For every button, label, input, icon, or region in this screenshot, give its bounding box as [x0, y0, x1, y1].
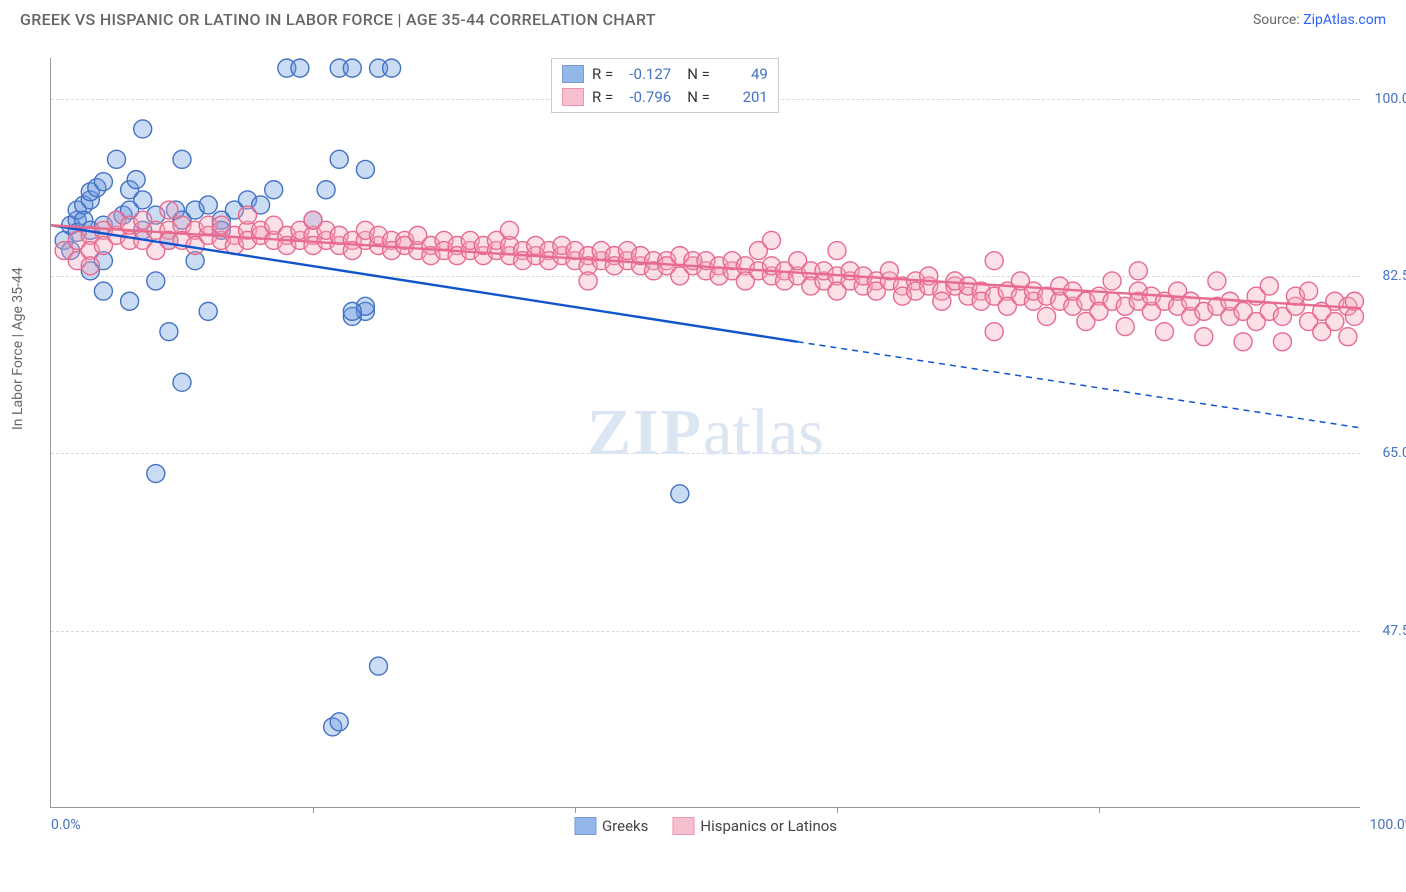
legend-label: Hispanics or Latinos	[700, 817, 837, 835]
data-point	[671, 485, 689, 503]
data-point	[147, 272, 165, 290]
data-point	[1208, 272, 1226, 290]
swatch-icon	[562, 88, 584, 106]
trend-line	[51, 225, 1361, 308]
data-point	[933, 292, 951, 310]
data-point	[1260, 277, 1278, 295]
data-point	[1129, 262, 1147, 280]
data-point	[501, 221, 519, 239]
source-link[interactable]: ZipAtlas.com	[1303, 12, 1386, 28]
data-point	[265, 181, 283, 199]
source-attribution: Source: ZipAtlas.com	[1253, 12, 1386, 28]
y-tick-label: 65.0%	[1382, 445, 1406, 461]
data-point	[383, 59, 401, 77]
x-tick	[575, 807, 576, 813]
data-point	[828, 242, 846, 260]
y-axis-label: In Labor Force | Age 35-44	[10, 267, 26, 430]
data-point	[94, 282, 112, 300]
x-tick	[837, 807, 838, 813]
data-point	[94, 173, 112, 191]
data-point	[304, 211, 322, 229]
data-point	[121, 292, 139, 310]
data-point	[1345, 307, 1363, 325]
correlation-legend: R = -0.127 N = 49 R = -0.796 N = 201	[551, 58, 779, 113]
data-point	[1195, 328, 1213, 346]
x-axis-end-label: 100.0%	[1370, 817, 1406, 833]
data-point	[81, 257, 99, 275]
scatter-plot-svg	[51, 58, 1360, 807]
data-point	[1273, 333, 1291, 351]
swatch-icon	[672, 817, 694, 835]
data-point	[291, 59, 309, 77]
data-point	[134, 191, 152, 209]
data-point	[239, 206, 257, 224]
data-point	[1326, 313, 1344, 331]
data-point	[173, 373, 191, 391]
data-point	[356, 160, 374, 178]
data-point	[160, 323, 178, 341]
x-axis-start-label: 0.0%	[51, 817, 81, 833]
data-point	[579, 272, 597, 290]
legend-label: Greeks	[602, 817, 648, 835]
data-point	[343, 59, 361, 77]
data-point	[985, 323, 1003, 341]
y-tick-label: 82.5%	[1382, 268, 1406, 284]
data-point	[147, 465, 165, 483]
data-point	[330, 713, 348, 731]
data-point	[1038, 307, 1056, 325]
chart-plot-area: 47.5%65.0%82.5%100.0% ZIPatlas R = -0.12…	[50, 58, 1360, 808]
data-point	[1300, 282, 1318, 300]
data-point	[134, 120, 152, 138]
x-tick	[1099, 807, 1100, 813]
data-point	[370, 657, 388, 675]
data-point	[160, 201, 178, 219]
y-tick-label: 100.0%	[1375, 91, 1406, 107]
data-point	[1116, 318, 1134, 336]
data-point	[343, 302, 361, 320]
legend-row-greeks: R = -0.127 N = 49	[562, 63, 768, 86]
legend-item: Hispanics or Latinos	[672, 817, 837, 835]
data-point	[173, 150, 191, 168]
swatch-icon	[574, 817, 596, 835]
swatch-icon	[562, 65, 584, 83]
data-point	[1156, 323, 1174, 341]
data-point	[1103, 272, 1121, 290]
data-point	[763, 231, 781, 249]
data-point	[1234, 333, 1252, 351]
trend-line-extrapolated	[798, 342, 1361, 428]
legend-row-hispanics: R = -0.796 N = 201	[562, 86, 768, 109]
chart-title: GREEK VS HISPANIC OR LATINO IN LABOR FOR…	[20, 10, 656, 29]
y-tick-label: 47.5%	[1382, 623, 1406, 639]
data-point	[108, 150, 126, 168]
legend-item: Greeks	[574, 817, 648, 835]
data-point	[330, 150, 348, 168]
x-tick	[313, 807, 314, 813]
data-point	[985, 252, 1003, 270]
series-legend: Greeks Hispanics or Latinos	[574, 817, 837, 835]
data-point	[1339, 328, 1357, 346]
data-point	[317, 181, 335, 199]
data-point	[199, 196, 217, 214]
data-point	[127, 171, 145, 189]
data-point	[199, 302, 217, 320]
